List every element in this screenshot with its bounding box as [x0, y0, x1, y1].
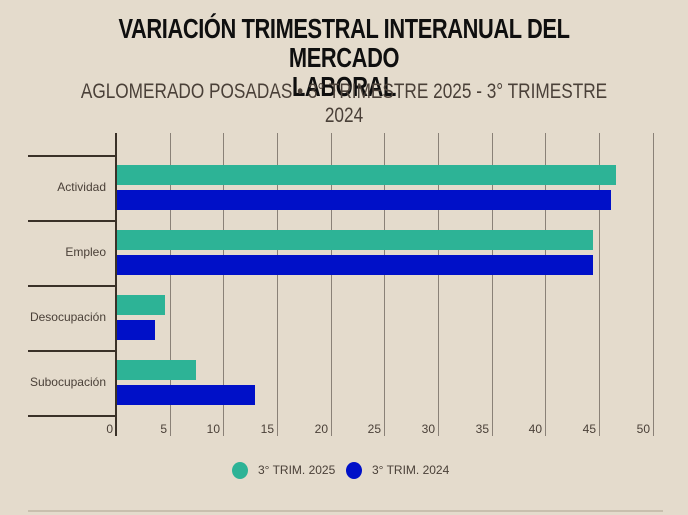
legend-label: 3° TRIM. 2024	[372, 463, 450, 477]
x-tick-label: 30	[421, 422, 435, 436]
x-tick-label: 10	[206, 422, 220, 436]
category-divider	[28, 285, 116, 287]
category-label: Actividad	[57, 180, 106, 194]
x-tick-label: 50	[636, 422, 650, 436]
x-tick-label: 35	[475, 422, 489, 436]
category-divider	[28, 350, 116, 352]
gridline	[170, 133, 171, 436]
bar-2025[interactable]	[117, 165, 616, 185]
y-axis-line	[115, 133, 117, 436]
gridline	[492, 133, 493, 436]
x-tick-label: 15	[260, 422, 274, 436]
chart-title-line-2: LABORAL	[291, 71, 397, 102]
category-divider	[28, 220, 116, 222]
x-tick-label: 40	[528, 422, 542, 436]
gridline	[223, 133, 224, 436]
legend-label: 3° TRIM. 2025	[258, 463, 336, 477]
chart-subtitle-text: AGLOMERADO POSADAS • 3° TRIMESTRE 2025 -…	[80, 80, 608, 127]
chart-title: VARIACIÓN TRIMESTRAL INTERANUAL DEL MERC…	[0, 14, 688, 101]
legend-item[interactable]: 3° TRIM. 2025	[232, 460, 335, 480]
bottom-divider	[28, 510, 663, 512]
x-tick-label: 0	[106, 422, 113, 436]
bar-2025[interactable]	[117, 230, 593, 250]
gridline	[384, 133, 385, 436]
x-tick-label: 25	[367, 422, 381, 436]
legend: 3° TRIM. 2025 3° TRIM. 2024	[0, 460, 688, 480]
chart-subtitle: AGLOMERADO POSADAS • 3° TRIMESTRE 2025 -…	[0, 80, 688, 128]
bar-2024[interactable]	[117, 190, 611, 210]
category-label: Subocupación	[29, 375, 106, 389]
category-divider	[28, 155, 116, 157]
legend-item[interactable]: 3° TRIM. 2024	[346, 460, 449, 480]
category-label: Empleo	[65, 245, 106, 259]
legend-circle-icon	[346, 461, 362, 479]
gridline	[331, 133, 332, 436]
legend-circle-icon	[232, 461, 248, 479]
gridline	[438, 133, 439, 436]
x-tick-label: 5	[160, 422, 167, 436]
gridline	[599, 133, 600, 436]
bar-2025[interactable]	[117, 360, 196, 380]
gridline	[277, 133, 278, 436]
bar-2025[interactable]	[117, 295, 165, 315]
x-tick-label: 20	[314, 422, 328, 436]
gridline	[545, 133, 546, 436]
bar-2024[interactable]	[117, 320, 155, 340]
category-divider	[28, 415, 116, 417]
gridline	[653, 133, 654, 436]
bar-2024[interactable]	[117, 385, 255, 405]
bar-2024[interactable]	[117, 255, 593, 275]
chart-title-line-1: VARIACIÓN TRIMESTRAL INTERANUAL DEL MERC…	[118, 13, 570, 73]
x-tick-label: 45	[582, 422, 596, 436]
category-label: Desocupación	[29, 310, 106, 324]
